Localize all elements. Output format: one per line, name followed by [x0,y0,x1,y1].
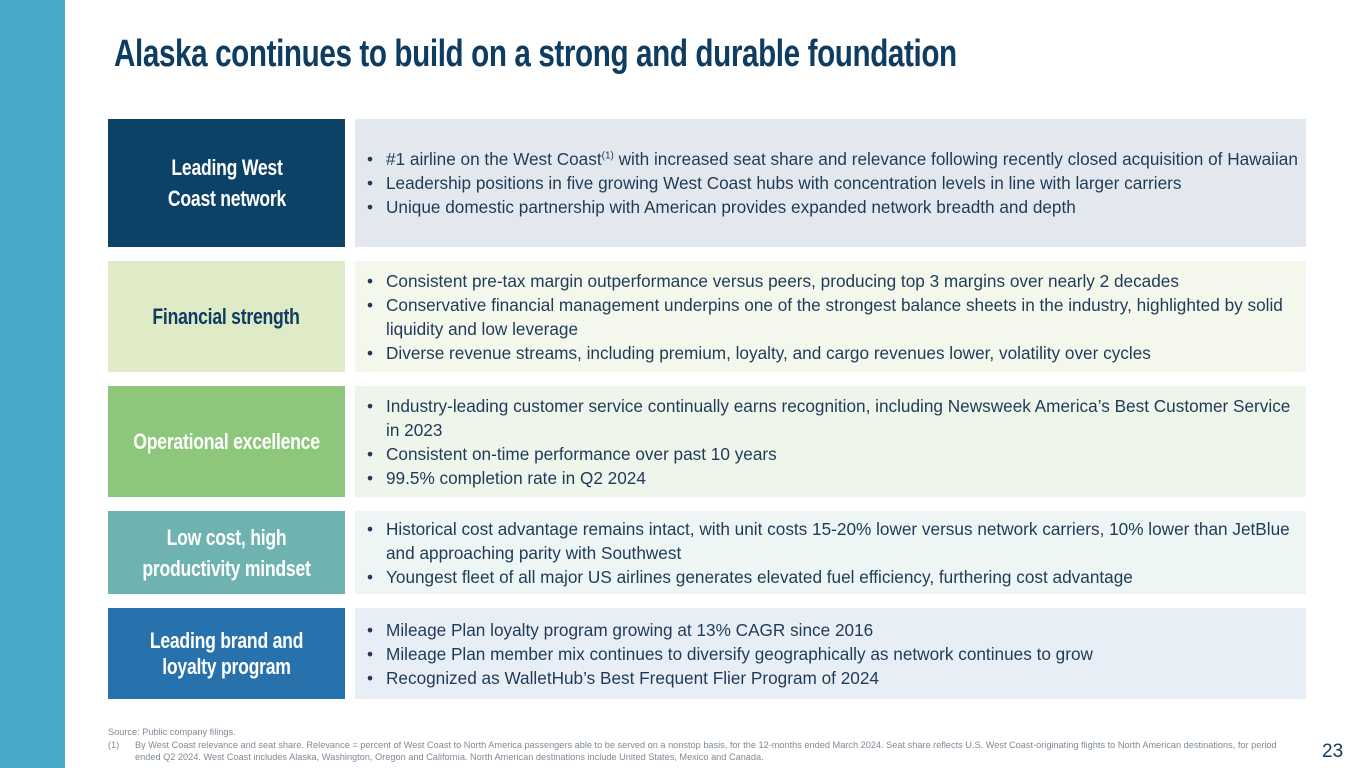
bullet-list: Historical cost advantage remains intact… [367,517,1298,589]
row-label: Leading West Coast network [167,155,286,211]
bullet-list: Mileage Plan loyalty program growing at … [367,618,1093,690]
row-label-box: Leading brand and loyalty program [108,608,345,699]
row-label-box: Leading West Coast network [108,119,345,247]
row-label: Leading brand and loyalty program [149,627,304,679]
bullet-item: #1 airline on the West Coast(1) with inc… [367,147,1298,171]
row-content-box: Consistent pre-tax margin outperformance… [355,261,1306,372]
row-operational-excellence: Operational excellence Industry-leading … [108,386,1306,497]
bullet-item: Leadership positions in five growing Wes… [367,171,1298,195]
footnote-marker: (1) [108,739,120,750]
slide-title: Alaska continues to build on a strong an… [114,33,957,75]
row-label-box: Operational excellence [108,386,345,497]
footnote-text: By West Coast relevance and seat share. … [135,739,1277,763]
row-label: Low cost, high productivity mindset [142,524,311,581]
bullet-item: Consistent on-time performance over past… [367,442,1298,466]
row-label: Financial strength [152,304,301,329]
bullet-item: Recognized as WalletHub’s Best Frequent … [367,666,1093,690]
bullet-item: Mileage Plan member mix continues to div… [367,642,1093,666]
footnotes: Source: Public company filings. (1) By W… [108,726,1298,764]
bullet-list: Consistent pre-tax margin outperformance… [367,269,1298,365]
bullet-item: Consistent pre-tax margin outperformance… [367,269,1298,293]
bullet-item: Historical cost advantage remains intact… [367,517,1298,565]
row-content-box: Historical cost advantage remains intact… [355,511,1306,594]
bullet-item: Youngest fleet of all major US airlines … [367,565,1298,589]
bullet-item: 99.5% completion rate in Q2 2024 [367,466,1298,490]
footnote-1: (1) By West Coast relevance and seat sha… [108,739,1298,764]
left-accent-bar [0,0,65,768]
row-label-box: Low cost, high productivity mindset [108,511,345,594]
bullet-item: Unique domestic partnership with America… [367,195,1298,219]
footnote-ref: (1) [601,150,614,162]
bullet-item: Mileage Plan loyalty program growing at … [367,618,1093,642]
row-content-box: Industry-leading customer service contin… [355,386,1306,497]
bullet-list: #1 airline on the West Coast(1) with inc… [367,147,1298,219]
source-note: Source: Public company filings. [108,727,236,737]
bullet-item: Conservative financial management underp… [367,293,1298,341]
row-brand-loyalty: Leading brand and loyalty program Mileag… [108,608,1306,699]
row-label: Operational excellence [133,429,320,454]
bullet-item: Industry-leading customer service contin… [367,394,1298,442]
row-content-box: #1 airline on the West Coast(1) with inc… [355,119,1306,247]
row-low-cost: Low cost, high productivity mindset Hist… [108,511,1306,594]
row-label-box: Financial strength [108,261,345,372]
row-financial-strength: Financial strength Consistent pre-tax ma… [108,261,1306,372]
page-number: 23 [1322,741,1344,762]
bullet-list: Industry-leading customer service contin… [367,394,1298,490]
row-content-box: Mileage Plan loyalty program growing at … [355,608,1306,699]
bullet-item: Diverse revenue streams, including premi… [367,341,1298,365]
row-west-coast-network: Leading West Coast network #1 airline on… [108,119,1306,247]
